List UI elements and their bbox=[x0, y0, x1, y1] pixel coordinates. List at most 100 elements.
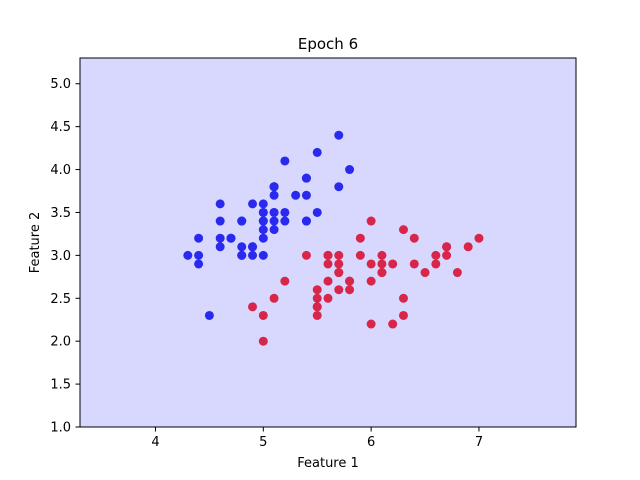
data-point-series-2 bbox=[312, 285, 322, 295]
data-point-series-2 bbox=[366, 276, 376, 286]
y-tick-label: 1.0 bbox=[50, 421, 71, 436]
y-tick-label: 4.0 bbox=[50, 163, 71, 178]
data-point-series-2 bbox=[355, 250, 365, 260]
data-point-series-2 bbox=[248, 302, 258, 312]
data-point-series-1 bbox=[258, 199, 268, 209]
data-point-series-1 bbox=[269, 207, 279, 217]
y-tick-label: 2.5 bbox=[50, 292, 71, 307]
data-point-series-1 bbox=[237, 242, 247, 252]
data-point-series-2 bbox=[398, 293, 408, 303]
data-point-series-1 bbox=[215, 216, 225, 226]
data-point-series-1 bbox=[226, 233, 236, 243]
data-point-series-1 bbox=[334, 130, 344, 140]
data-point-series-2 bbox=[334, 259, 344, 269]
y-tick-label: 5.0 bbox=[50, 77, 71, 92]
data-point-series-1 bbox=[301, 173, 311, 183]
points-layer bbox=[183, 130, 484, 346]
data-point-series-2 bbox=[334, 285, 344, 295]
data-point-series-2 bbox=[280, 276, 290, 286]
y-tick-label: 2.0 bbox=[50, 335, 71, 350]
y-tick-label: 3.5 bbox=[50, 206, 71, 221]
data-point-series-1 bbox=[183, 250, 193, 260]
data-point-series-1 bbox=[312, 147, 322, 157]
data-point-series-2 bbox=[269, 293, 279, 303]
data-point-series-2 bbox=[452, 268, 462, 278]
data-point-series-2 bbox=[474, 233, 484, 243]
data-point-series-2 bbox=[377, 268, 387, 278]
data-point-series-1 bbox=[291, 190, 301, 200]
data-point-series-1 bbox=[215, 233, 225, 243]
plot-area bbox=[80, 58, 576, 427]
data-point-series-1 bbox=[258, 216, 268, 226]
data-point-series-1 bbox=[215, 242, 225, 252]
data-point-series-1 bbox=[237, 250, 247, 260]
data-point-series-1 bbox=[215, 199, 225, 209]
data-point-series-2 bbox=[258, 336, 268, 346]
x-tick-label: 7 bbox=[475, 435, 483, 450]
data-point-series-2 bbox=[431, 250, 441, 260]
x-tick-label: 6 bbox=[367, 435, 375, 450]
data-point-series-2 bbox=[431, 259, 441, 269]
x-axis-label: Feature 1 bbox=[297, 456, 359, 471]
data-point-series-1 bbox=[269, 190, 279, 200]
data-point-series-2 bbox=[463, 242, 473, 252]
x-tick-label: 5 bbox=[259, 435, 267, 450]
y-tick-label: 4.5 bbox=[50, 120, 71, 135]
data-point-series-2 bbox=[323, 259, 333, 269]
x-tick-label: 4 bbox=[151, 435, 159, 450]
data-point-series-1 bbox=[301, 190, 311, 200]
data-point-series-2 bbox=[323, 293, 333, 303]
y-tick-label: 1.5 bbox=[50, 378, 71, 393]
data-point-series-1 bbox=[204, 310, 214, 320]
data-point-series-1 bbox=[280, 156, 290, 166]
data-point-series-1 bbox=[280, 207, 290, 217]
data-point-series-1 bbox=[345, 165, 355, 175]
data-point-series-1 bbox=[248, 199, 258, 209]
data-point-series-2 bbox=[377, 250, 387, 260]
data-point-series-2 bbox=[323, 276, 333, 286]
data-point-series-1 bbox=[334, 182, 344, 192]
y-tick-label: 3.0 bbox=[50, 249, 71, 264]
data-point-series-2 bbox=[345, 276, 355, 286]
data-point-series-2 bbox=[398, 225, 408, 235]
data-point-series-2 bbox=[312, 293, 322, 303]
chart-title: Epoch 6 bbox=[298, 35, 358, 53]
ticks-layer: 4 5 6 7 1.0 1.5 2.0 2.5 3.0 3.5 4.0 4.5 5.0 bbox=[50, 77, 483, 450]
data-point-series-1 bbox=[258, 207, 268, 217]
data-point-series-2 bbox=[398, 310, 408, 320]
data-point-series-2 bbox=[377, 259, 387, 269]
data-point-series-2 bbox=[442, 242, 452, 252]
data-point-series-1 bbox=[269, 216, 279, 226]
data-point-series-2 bbox=[388, 259, 398, 269]
data-point-series-2 bbox=[301, 250, 311, 260]
data-point-series-1 bbox=[248, 250, 258, 260]
data-point-series-2 bbox=[334, 268, 344, 278]
data-point-series-2 bbox=[409, 259, 419, 269]
data-point-series-1 bbox=[258, 225, 268, 235]
data-point-series-2 bbox=[420, 268, 430, 278]
data-point-series-1 bbox=[194, 233, 204, 243]
data-point-series-2 bbox=[366, 216, 376, 226]
data-point-series-1 bbox=[248, 242, 258, 252]
data-point-series-2 bbox=[323, 250, 333, 260]
data-point-series-2 bbox=[258, 310, 268, 320]
data-point-series-1 bbox=[194, 259, 204, 269]
data-point-series-1 bbox=[280, 216, 290, 226]
data-point-series-1 bbox=[312, 207, 322, 217]
data-point-series-2 bbox=[366, 319, 376, 329]
y-axis-label: Feature 2 bbox=[28, 212, 43, 274]
data-point-series-2 bbox=[388, 319, 398, 329]
data-point-series-1 bbox=[269, 182, 279, 192]
data-point-series-2 bbox=[334, 250, 344, 260]
data-point-series-1 bbox=[237, 216, 247, 226]
data-point-series-1 bbox=[301, 216, 311, 226]
data-point-series-1 bbox=[258, 233, 268, 243]
data-point-series-1 bbox=[269, 225, 279, 235]
data-point-series-2 bbox=[312, 302, 322, 312]
data-point-series-2 bbox=[409, 233, 419, 243]
plot-frame bbox=[79, 57, 577, 428]
data-point-series-2 bbox=[355, 233, 365, 243]
data-point-series-1 bbox=[194, 250, 204, 260]
data-point-series-2 bbox=[366, 259, 376, 269]
